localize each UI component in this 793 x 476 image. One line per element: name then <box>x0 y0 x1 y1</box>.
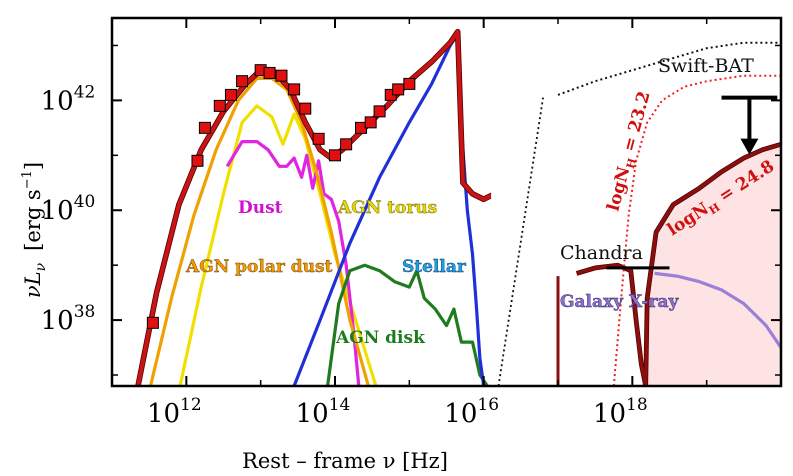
axis-break-gap <box>491 20 544 385</box>
photometry-point <box>329 149 341 162</box>
axes: 1012 1014 1016 1018 1038 1040 1042 <box>41 16 783 429</box>
series-agn-disk <box>326 263 489 386</box>
shade-region <box>645 144 781 386</box>
x-tick-label: 1016 <box>444 395 499 429</box>
absorbed-region-shade <box>645 144 781 386</box>
series-lines <box>135 20 781 386</box>
photometry-point <box>312 132 325 145</box>
photometry-point <box>263 66 276 79</box>
plot-frame <box>110 16 783 388</box>
y-axis-label-group: νLν[erg s−1] <box>20 162 49 298</box>
label-dust: Dust <box>238 198 283 218</box>
label-nh-23-2: logNH = 23.2 <box>604 89 657 214</box>
photometry-point <box>224 88 237 101</box>
photometry-points <box>146 64 416 329</box>
x-tick-label: 1018 <box>593 395 648 429</box>
label-agn-disk: AGN disk <box>335 328 426 348</box>
photometry-point <box>275 69 288 82</box>
series-galaxy-x-ray <box>654 271 781 349</box>
photometry-point <box>392 83 405 96</box>
label-agn-torus: AGN torus <box>337 198 437 218</box>
x-tick-label: 1014 <box>296 395 351 429</box>
photometry-point <box>373 105 386 118</box>
photometry-point <box>364 116 377 129</box>
label-agn-polar-dust: AGN polar dust <box>185 257 333 277</box>
series-dust <box>225 140 361 386</box>
label-stellar: Stellar <box>402 257 467 277</box>
photometry-point <box>288 83 301 96</box>
photometry-point <box>236 75 249 88</box>
dotted-link <box>497 97 544 386</box>
photometry-point <box>299 102 312 115</box>
label-swift-bat: Swift-BAT <box>658 55 754 77</box>
photometry-point <box>191 154 204 167</box>
swift-bat-arrow-head <box>740 138 759 155</box>
y-axis-label: νLν[erg s−1] <box>20 162 49 298</box>
photometry-point <box>403 77 416 90</box>
x-axis-label: Rest – frame ν [Hz] <box>242 449 448 473</box>
photometry-point <box>146 316 159 329</box>
y-tick-label: 1042 <box>41 82 96 116</box>
limits-layer <box>606 95 778 270</box>
y-tick-label: 1038 <box>41 302 96 336</box>
photometry-point <box>198 121 211 134</box>
photometry-point <box>213 99 226 112</box>
photometry-point <box>340 138 353 151</box>
series-logn-h-23-2-model <box>612 74 781 386</box>
y-tick-label: 1040 <box>41 192 96 226</box>
label-chandra: Chandra <box>560 242 643 264</box>
label-galaxy-xray: Galaxy X-ray <box>560 292 680 312</box>
x-tick-label: 1012 <box>147 395 202 429</box>
